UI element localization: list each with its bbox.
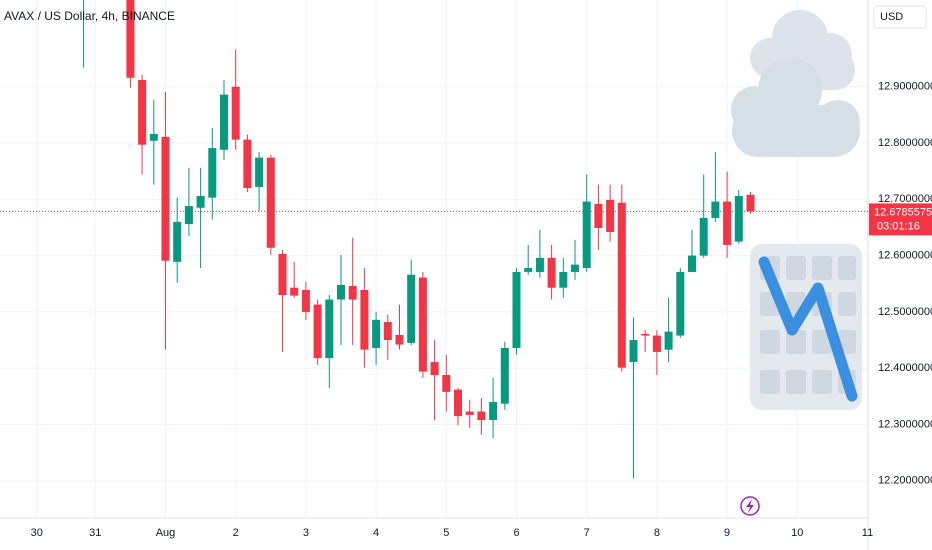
x-tick-label: 6 — [513, 527, 519, 539]
last-price-label: 12.6785575 — [874, 206, 932, 218]
candle-body — [383, 322, 392, 341]
candle-body — [173, 221, 182, 262]
y-tick-label: 12.6000000 — [878, 250, 932, 262]
candle-body — [734, 195, 743, 242]
candle-body — [652, 335, 661, 352]
last-price-badge — [869, 203, 932, 236]
candle-body — [407, 274, 416, 343]
y-tick-label: 12.5000000 — [878, 306, 932, 318]
candle-body — [372, 319, 381, 348]
x-tick-label: 11 — [862, 527, 873, 539]
x-tick-label: 31 — [89, 527, 101, 539]
candle-body — [524, 268, 533, 272]
event-icon[interactable] — [740, 496, 760, 516]
chart-icon — [750, 244, 862, 410]
candle-body — [582, 201, 591, 269]
candle-body — [278, 253, 287, 296]
candle-body — [231, 86, 240, 140]
y-tick-label: 12.4000000 — [878, 362, 932, 374]
candle-body — [465, 411, 474, 415]
y-tick-label: 12.9000000 — [878, 81, 932, 93]
candle-body — [594, 203, 603, 229]
candle-body — [535, 257, 544, 272]
candle-body — [629, 340, 638, 363]
candle-body — [126, 0, 135, 78]
x-tick-label: 3 — [303, 527, 309, 539]
candle-body — [641, 333, 650, 336]
x-tick-label: 9 — [724, 527, 730, 539]
candle-body — [290, 287, 299, 296]
candle-body — [360, 289, 369, 350]
candle-body — [723, 201, 732, 245]
x-tick-label: 2 — [233, 527, 239, 539]
candle-body — [243, 139, 252, 189]
candles — [83, 0, 755, 479]
candle-body — [699, 217, 708, 256]
candle-body — [418, 277, 427, 372]
candle-body — [325, 299, 334, 359]
x-tick-label: 7 — [584, 527, 590, 539]
countdown-label: 03:01:16 — [877, 220, 920, 232]
candle-body — [395, 335, 404, 345]
cloud-icon-front — [731, 58, 860, 157]
candle-body — [348, 286, 357, 300]
candle-body — [184, 206, 193, 225]
candle-body — [430, 362, 439, 375]
candle-body — [547, 257, 556, 288]
candle-body — [255, 157, 264, 187]
y-tick-label: 12.8000000 — [878, 137, 932, 149]
currency-label[interactable]: USD — [880, 11, 903, 23]
candle-body — [161, 136, 170, 261]
y-tick-label: 12.3000000 — [878, 418, 932, 430]
y-tick-label: 12.7000000 — [878, 193, 932, 205]
candle-body — [208, 148, 217, 198]
candle-body — [688, 255, 696, 272]
currency-button[interactable] — [873, 5, 927, 29]
candle-body — [746, 194, 755, 212]
x-tick-label: 5 — [443, 527, 449, 539]
candle-body — [337, 284, 345, 300]
candle-body — [220, 94, 228, 150]
candle-body — [266, 157, 275, 248]
x-tick-label: 8 — [654, 527, 660, 539]
x-tick-label: 4 — [373, 527, 379, 539]
chart-title: AVAX / US Dollar, 4h, BINANCE — [4, 9, 175, 23]
candle-body — [617, 202, 626, 368]
candle-body — [664, 331, 673, 350]
candle-body — [454, 389, 462, 417]
candle-body — [571, 264, 579, 272]
candle-body — [606, 199, 615, 232]
candle-body — [149, 134, 158, 141]
candle-body — [477, 411, 486, 421]
x-tick-label: Aug — [156, 527, 176, 539]
x-tick-label: 10 — [791, 527, 803, 539]
candle-body — [138, 79, 147, 145]
candle-body — [711, 201, 720, 218]
candle-body — [196, 195, 205, 208]
candle-body — [559, 271, 568, 288]
x-tick-label: 30 — [31, 527, 43, 539]
candle-body — [313, 304, 322, 359]
candle-body — [676, 271, 685, 336]
y-tick-label: 12.2000000 — [878, 475, 932, 487]
candle-body — [489, 402, 498, 421]
candle-body — [500, 347, 509, 404]
candle-body — [442, 374, 451, 392]
candle-body — [301, 289, 310, 312]
candle-body — [512, 271, 521, 348]
